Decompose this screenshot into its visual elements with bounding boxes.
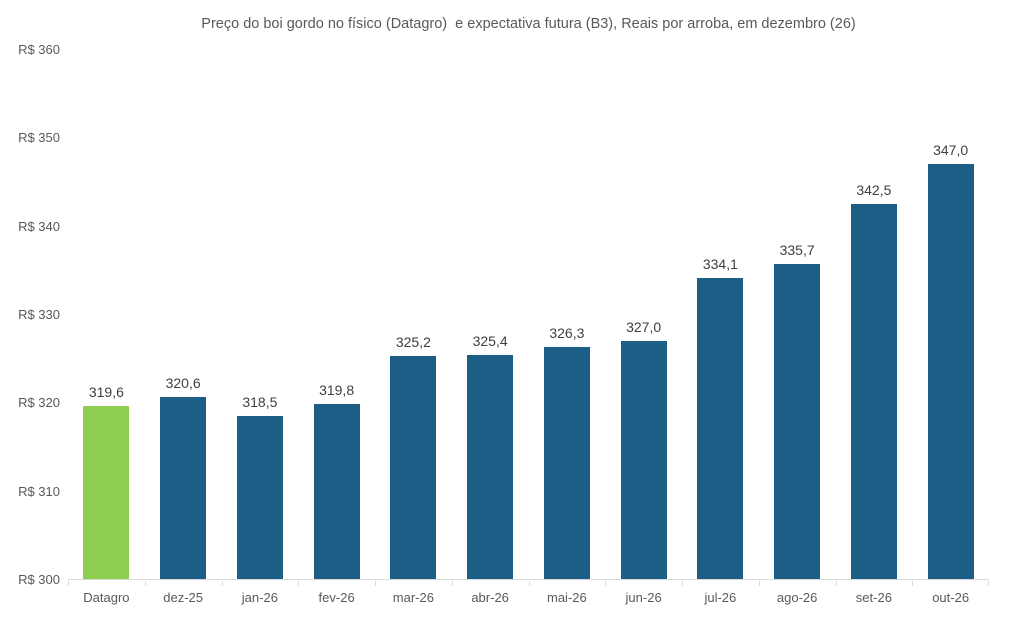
x-axis: Datagro dez-25 jan-26 fev-26 mar-26 abr-26 mai…	[68, 581, 989, 621]
x-axis-tick	[682, 581, 683, 586]
x-axis-tick	[988, 581, 989, 586]
x-tick-label: dez-25	[163, 590, 203, 605]
bar-slot: 319,8	[298, 50, 375, 579]
x-tick-label: jul-26	[704, 590, 737, 605]
y-tick-label: R$ 340	[18, 218, 60, 234]
bar-slot: 320,6	[145, 50, 222, 579]
bar-value-label: 319,6	[88, 383, 124, 400]
bar-slot: 318,5	[222, 50, 299, 579]
y-tick-label: R$ 360	[18, 42, 60, 57]
bar-value-label: 318,5	[242, 393, 278, 410]
y-tick-label: R$ 330	[18, 307, 60, 322]
bar-dez-25	[160, 397, 207, 579]
x-axis-tick	[605, 581, 607, 586]
bar-jul-26	[697, 277, 744, 579]
bar-value-label: 327,0	[626, 318, 662, 335]
x-tick-label: ago-26	[776, 590, 818, 605]
y-tick-label: R$ 320	[18, 395, 60, 411]
x-tick-label: abr-26	[471, 590, 509, 605]
x-axis-tick	[68, 581, 69, 586]
bar-mar-26	[390, 356, 437, 579]
x-tick-label: jun-26	[625, 590, 662, 605]
bar-value-label: 319,8	[319, 382, 355, 399]
x-axis-tick	[375, 581, 376, 586]
x-axis-tick	[144, 581, 146, 586]
y-tick-label: R$ 300	[18, 572, 60, 587]
x-tick-label: mai-26	[547, 590, 587, 605]
bar-slot: 325,4	[452, 50, 529, 579]
x-axis-tick	[758, 581, 760, 586]
bar-slot: 334,1	[682, 50, 759, 579]
y-tick-label: R$ 310	[18, 483, 60, 499]
bar-value-label: 342,5	[856, 181, 892, 198]
bar-slot: 327,0	[605, 50, 682, 579]
bar-value-label: 326,3	[549, 324, 585, 341]
x-axis-tick	[835, 581, 837, 586]
bar-set-26	[850, 203, 897, 579]
bar-slot: 335,7	[759, 50, 836, 579]
bar-slot: 326,3	[529, 50, 606, 579]
x-axis-tick	[298, 581, 300, 586]
bar-value-label: 334,1	[702, 255, 738, 272]
x-tick-label: out-26	[932, 590, 970, 605]
y-axis: R$ 360 R$ 350 R$ 340 R$ 330 R$ 320 R$ 310 R$ 3…	[0, 0, 60, 629]
x-tick-label: Datagro	[83, 590, 130, 605]
bar-jun-26	[620, 340, 667, 579]
bar-ago-26	[774, 263, 821, 579]
plot-area: 319,6 320,6 318,5 319,8 325,2 325,4 326,3 327,0…	[68, 50, 989, 580]
x-axis-tick	[451, 581, 453, 586]
bar-jan-26	[236, 415, 283, 579]
bar-value-label: 325,2	[395, 334, 431, 351]
chart-title: Preço do boi gordo no físico (Datagro) e…	[201, 16, 856, 32]
bar-mai-26	[543, 346, 590, 579]
x-axis-tick	[912, 581, 914, 586]
x-axis-tick	[221, 581, 223, 586]
bar-value-label: 347,0	[933, 141, 969, 158]
x-axis-tick	[528, 581, 530, 586]
x-tick-label: set-26	[855, 590, 892, 605]
bar-Datagro	[83, 405, 130, 579]
x-tick-label: fev-26	[318, 590, 355, 605]
x-tick-label: mar-26	[392, 590, 434, 605]
bar-abr-26	[467, 354, 514, 579]
bar-slot: 347,0	[912, 50, 989, 579]
bar-value-label: 320,6	[165, 375, 201, 392]
bar-slot: 325,2	[375, 50, 452, 579]
x-tick-label: jan-26	[241, 590, 278, 605]
bar-value-label: 325,4	[472, 332, 508, 349]
bar-fev-26	[313, 404, 360, 579]
bar-slot: 342,5	[836, 50, 913, 579]
bar-out-26	[927, 163, 974, 579]
bar-slot: 319,6	[68, 50, 145, 579]
y-tick-label: R$ 350	[18, 130, 60, 146]
bar-value-label: 335,7	[779, 241, 815, 258]
